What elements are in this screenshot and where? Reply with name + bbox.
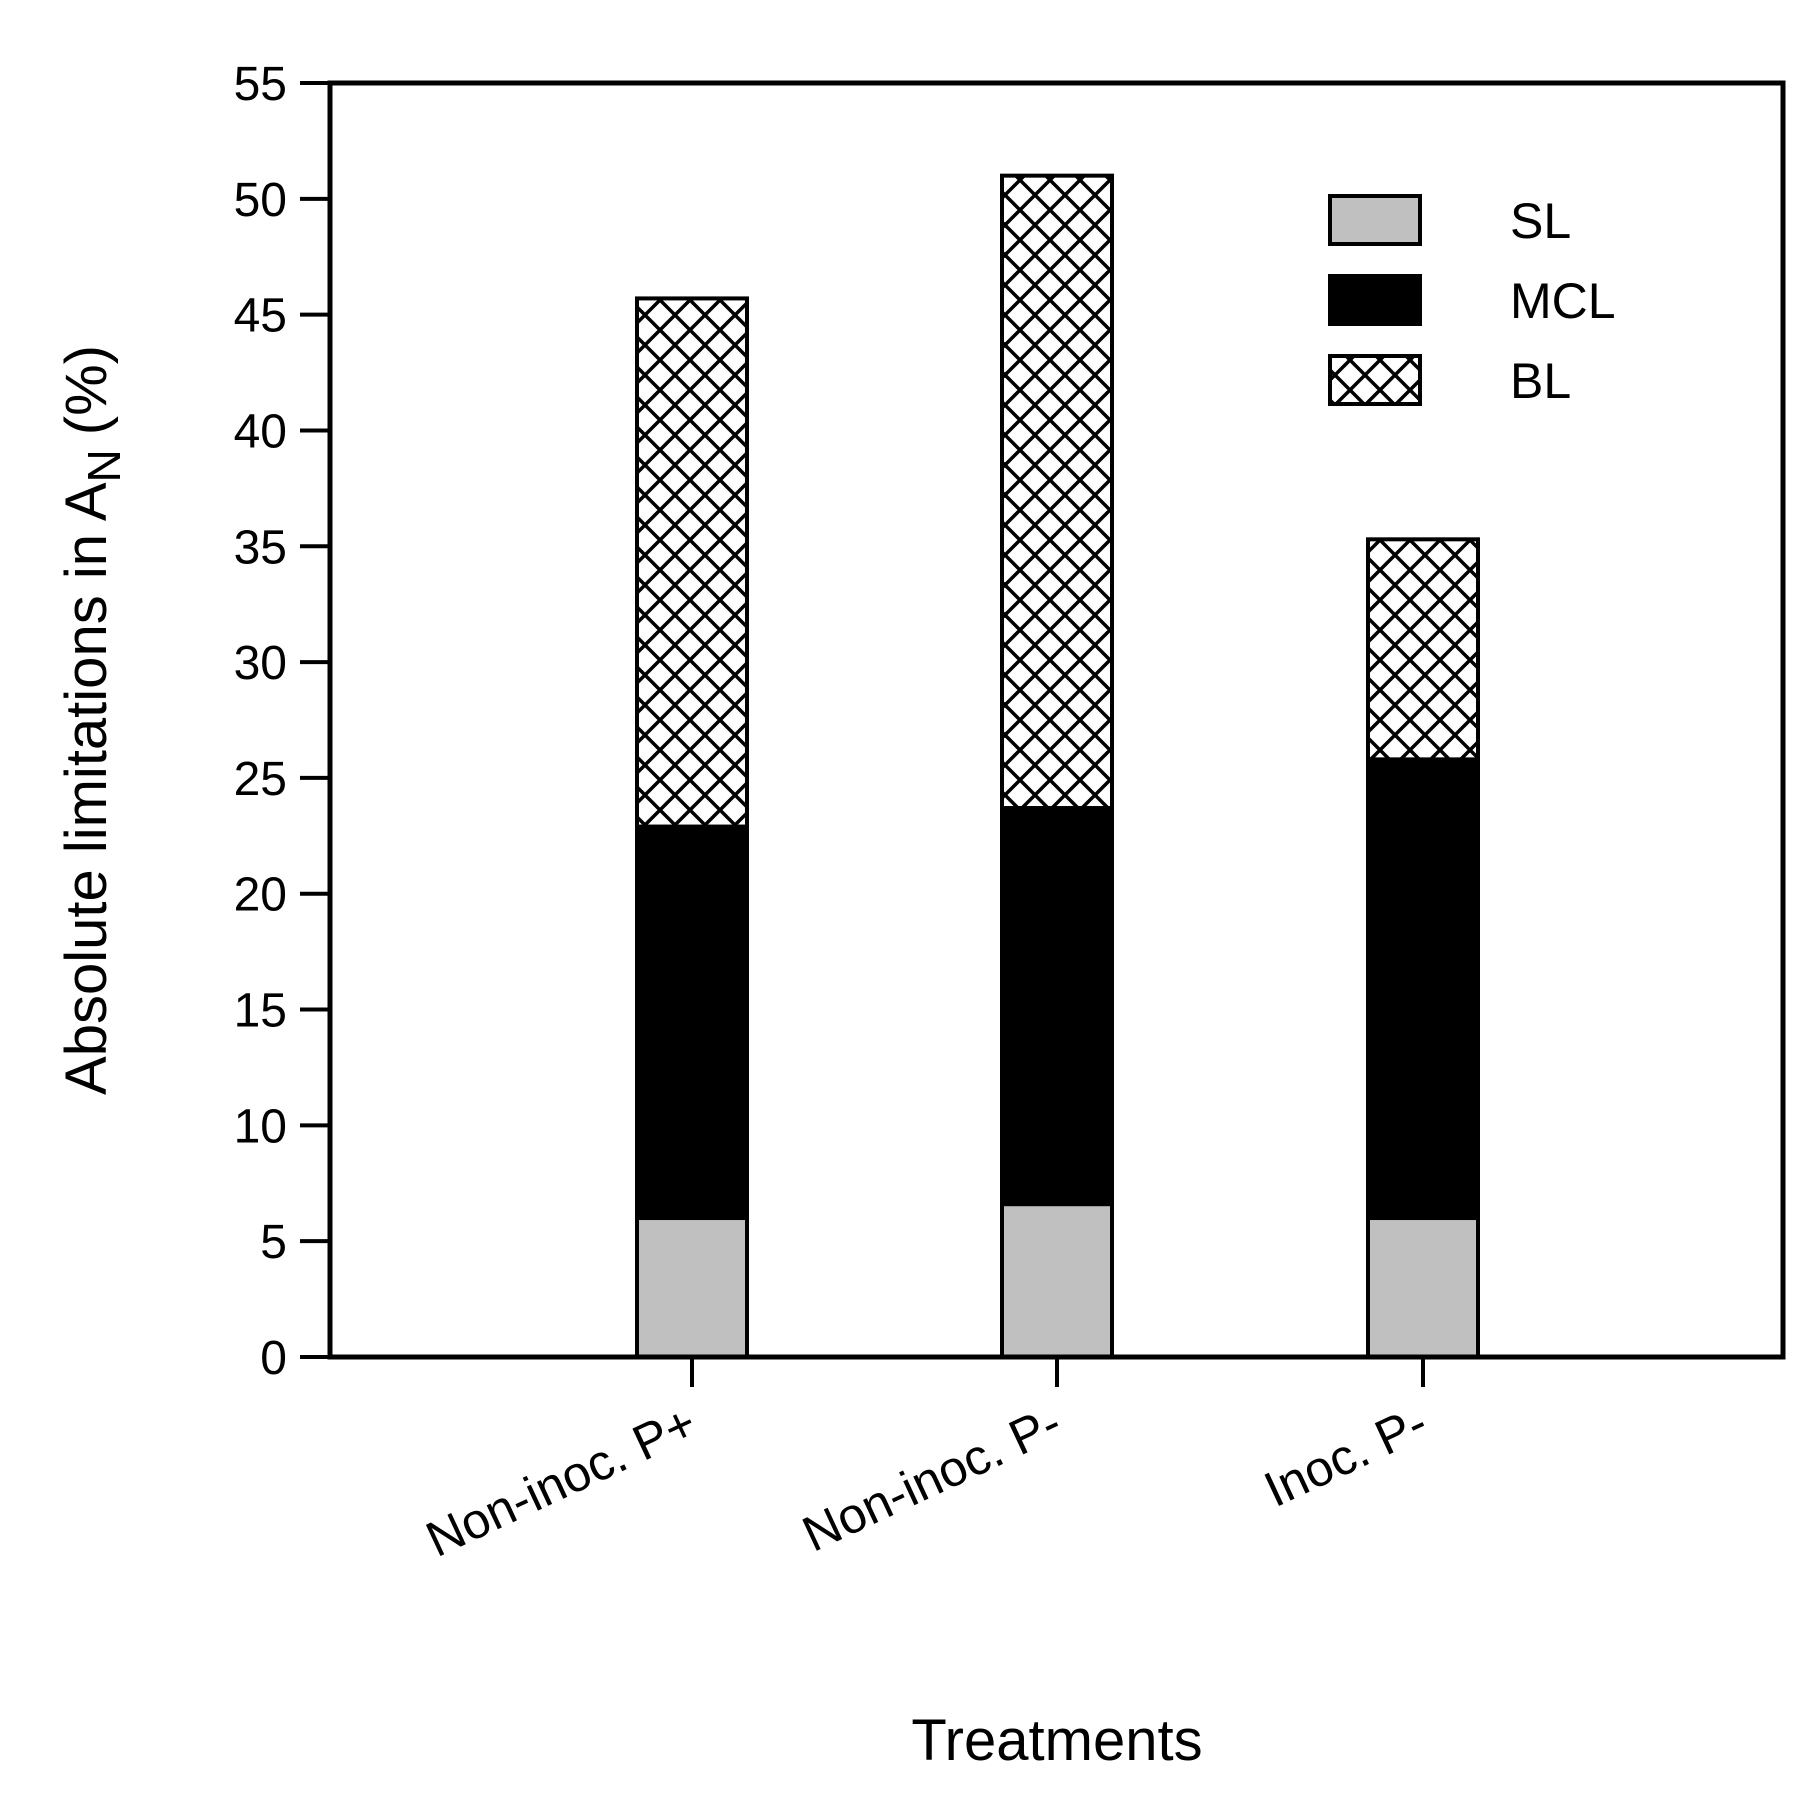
plot-frame — [327, 80, 1786, 1360]
y-tick-label: 15 — [234, 985, 287, 1038]
y-tick-label: 45 — [234, 290, 287, 343]
x-tick-label: Non-inoc. P- — [794, 1394, 1070, 1562]
y-tick-label: 55 — [234, 58, 287, 111]
legend: SL MCL BL — [1328, 193, 1616, 409]
x-axis-title: Treatments — [911, 1708, 1202, 1773]
y-axis-title: Absolute limitations in AN (%) — [54, 345, 130, 1095]
y-tick-label: 50 — [234, 174, 287, 227]
y-axis-title-main: Absolute limitations in A — [54, 482, 119, 1095]
y-tick-label: 35 — [234, 521, 287, 574]
x-tick-label: Inoc. P- — [1256, 1394, 1436, 1518]
legend-swatch-sl — [1328, 194, 1422, 246]
y-tick-label: 0 — [260, 1332, 287, 1385]
bar-bl-2 — [1000, 173, 1114, 811]
bars — [635, 173, 1480, 1359]
y-axis-title-unit: (%) — [54, 345, 119, 435]
legend-swatch-bl — [1328, 354, 1422, 406]
y-tick-label: 25 — [234, 753, 287, 806]
legend-label-sl: SL — [1510, 193, 1571, 249]
y-tick-label: 40 — [234, 405, 287, 458]
y-tick-label: 10 — [234, 1100, 287, 1153]
legend-label-bl: BL — [1510, 353, 1571, 409]
bar-sl-3 — [1366, 1216, 1480, 1359]
y-axis-title-subscript: N — [78, 449, 130, 482]
x-tick-label: Non-inoc. P+ — [418, 1394, 705, 1567]
bar-bl-1 — [635, 296, 749, 829]
bar-bl-3 — [1366, 537, 1480, 762]
bar-mcl-2 — [1000, 806, 1114, 1207]
legend-swatch-mcl — [1328, 274, 1422, 326]
bar-mcl-3 — [1366, 757, 1480, 1221]
x-axis-ticks: Non-inoc. P+ Non-inoc. P- Inoc. P- — [418, 1357, 1436, 1568]
y-tick-label: 5 — [260, 1216, 287, 1269]
y-axis-ticks: 0 5 10 15 20 25 30 35 40 45 50 55 — [234, 58, 330, 1385]
bar-sl-1 — [635, 1216, 749, 1359]
bar-mcl-1 — [635, 824, 749, 1221]
bar-sl-2 — [1000, 1202, 1114, 1359]
y-tick-label: 20 — [234, 869, 287, 922]
y-tick-label: 30 — [234, 637, 287, 690]
legend-label-mcl: MCL — [1510, 273, 1616, 329]
